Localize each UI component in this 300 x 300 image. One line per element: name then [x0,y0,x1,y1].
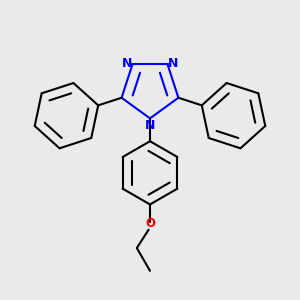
Text: N: N [122,57,132,70]
Text: O: O [145,217,155,230]
Text: N: N [145,119,155,132]
Text: N: N [168,57,178,70]
